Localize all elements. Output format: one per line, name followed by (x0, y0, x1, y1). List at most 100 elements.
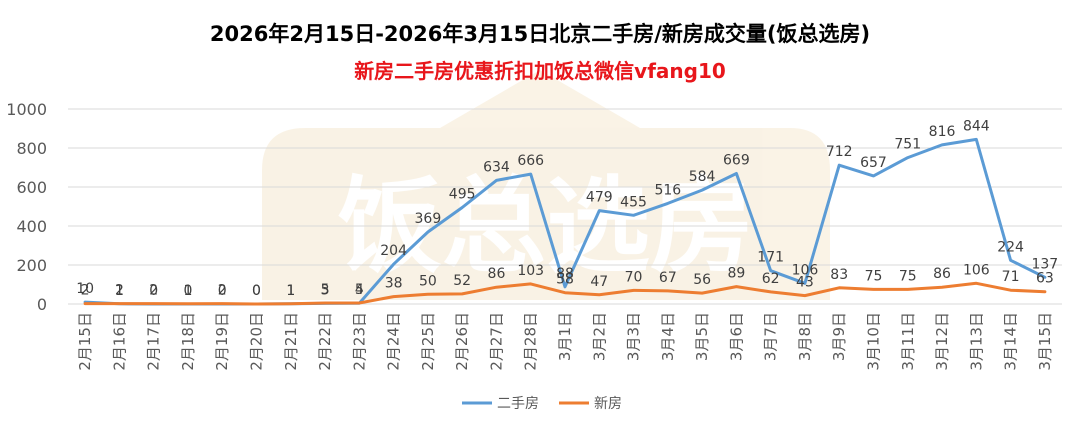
x-tick-label: 3月15日 (1036, 312, 1054, 371)
data-label: 58 (556, 272, 574, 288)
data-label: 106 (963, 262, 990, 278)
data-label: 666 (517, 153, 544, 169)
legend-label-1: 新房 (594, 396, 622, 412)
x-tick-label: 2月18日 (179, 312, 197, 371)
data-label: 0 (252, 283, 261, 299)
data-label: 751 (894, 137, 921, 153)
data-label: 0 (184, 283, 193, 299)
data-label: 1 (286, 283, 295, 299)
x-tick-label: 2月28日 (522, 312, 540, 371)
y-tick-label: 0 (37, 295, 47, 314)
data-label: 89 (727, 266, 745, 282)
data-label: 816 (929, 124, 956, 140)
data-label: 62 (762, 271, 780, 287)
x-tick-label: 2月23日 (350, 312, 368, 371)
data-label: 2 (81, 283, 90, 299)
x-tick-label: 3月8日 (796, 312, 814, 361)
data-label: 0 (218, 283, 227, 299)
data-label: 516 (654, 182, 681, 198)
series-line-1 (83, 281, 1047, 306)
x-tick-label: 3月9日 (830, 312, 848, 361)
x-tick-label: 3月3日 (625, 312, 643, 361)
data-label: 106 (792, 262, 819, 278)
data-label: 657 (860, 155, 887, 171)
data-label: 47 (590, 274, 608, 290)
data-label: 712 (826, 144, 853, 160)
y-tick-label: 600 (16, 178, 47, 197)
data-label: 0 (252, 283, 261, 299)
y-axis: 0 200 400 600 800 1000 (6, 100, 47, 314)
data-label: 75 (865, 268, 883, 284)
data-label: 38 (385, 276, 403, 292)
x-tick-label: 2月17日 (145, 312, 163, 371)
data-label: 88 (556, 266, 574, 282)
x-tick-label: 2月24日 (385, 312, 403, 371)
x-tick-label: 3月1日 (556, 312, 574, 361)
data-label: 669 (723, 153, 750, 169)
data-label: 1 (286, 283, 295, 299)
data-label: 10 (76, 281, 94, 297)
x-tick-label: 3月4日 (659, 312, 677, 361)
data-label: 67 (659, 270, 677, 286)
x-tick-label: 3月7日 (762, 312, 780, 361)
x-tick-label: 2月22日 (316, 312, 334, 371)
x-tick-label: 2月26日 (453, 312, 471, 371)
data-label: 634 (483, 159, 510, 175)
x-tick-label: 2月19日 (213, 312, 231, 371)
data-label: 0 (149, 283, 158, 299)
data-label: 83 (830, 267, 848, 283)
data-label: 479 (586, 190, 613, 206)
y-tick-label: 1000 (6, 100, 47, 119)
data-label: 137 (1031, 256, 1058, 272)
chart-subtitle: 新房二手房优惠折扣加饭总微信vfang10 (354, 59, 726, 83)
x-tick-label: 2月15日 (76, 312, 94, 371)
data-label: 2 (218, 283, 227, 299)
data-label: 52 (453, 273, 471, 289)
legend-label-0: 二手房 (497, 396, 539, 412)
data-label: 63 (1036, 271, 1054, 287)
x-tick-label: 2月21日 (282, 312, 300, 371)
data-label: 224 (997, 239, 1024, 255)
data-label: 1 (184, 283, 193, 299)
x-tick-label: 3月12日 (933, 312, 951, 371)
series-lines (83, 137, 1047, 306)
data-label: 369 (415, 211, 442, 227)
data-label: 103 (517, 263, 544, 279)
y-tick-label: 400 (16, 217, 47, 236)
data-label: 71 (1002, 269, 1020, 285)
data-label: 844 (963, 118, 990, 134)
chart-title: 2026年2月15日-2026年3月15日北京二手房/新房成交量(饭总选房) (210, 22, 870, 46)
x-tick-label: 3月2日 (590, 312, 608, 361)
data-label: 75 (899, 268, 917, 284)
x-tick-label: 3月5日 (693, 312, 711, 361)
data-label: 455 (620, 194, 647, 210)
data-label: 4 (355, 282, 364, 298)
data-label: 584 (689, 169, 716, 185)
x-tick-label: 3月11日 (899, 312, 917, 371)
data-label: 86 (933, 266, 951, 282)
y-tick-label: 800 (16, 139, 47, 158)
x-axis: 2月15日 2月16日 2月17日 2月18日 2月19日 2月20日 2月21日 2月22日… (76, 312, 1054, 371)
y-tick-label: 200 (16, 256, 47, 275)
x-tick-label: 3月6日 (727, 312, 745, 361)
x-tick-label: 3月13日 (967, 312, 985, 371)
x-tick-label: 3月10日 (864, 312, 882, 371)
data-label: 43 (796, 275, 814, 291)
legend: 二手房 新房 (462, 396, 622, 412)
data-label: 5 (355, 282, 364, 298)
data-label: 70 (625, 269, 643, 285)
data-label: 56 (693, 272, 711, 288)
data-label: 2 (115, 283, 124, 299)
x-tick-label: 3月14日 (1002, 312, 1020, 371)
x-tick-label: 2月20日 (248, 312, 266, 371)
data-label: 5 (321, 282, 330, 298)
x-tick-label: 2月27日 (487, 312, 505, 371)
data-label: 204 (380, 243, 407, 259)
data-label: 495 (449, 186, 476, 202)
data-label: 1 (115, 283, 124, 299)
data-label: 3 (321, 282, 330, 298)
data-label: 86 (488, 266, 506, 282)
data-label: 171 (757, 250, 784, 266)
